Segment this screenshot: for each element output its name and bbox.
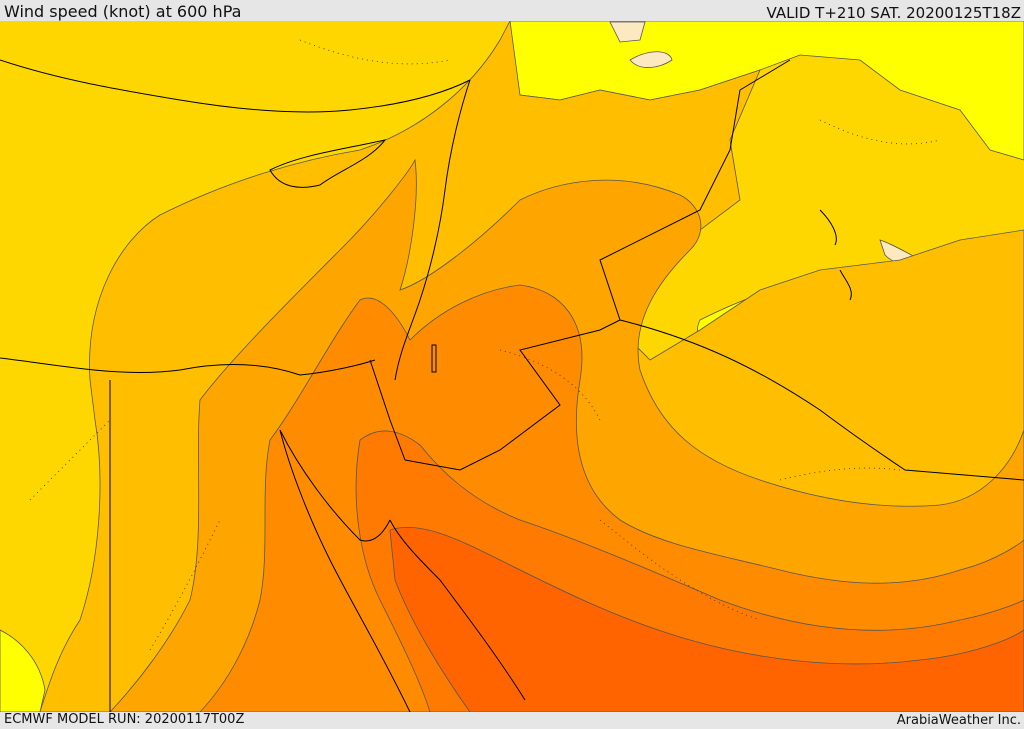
dotted-contours — [29, 39, 941, 651]
coastlines-borders — [0, 59, 1024, 712]
model-run: ECMWF MODEL RUN: 20200117T00Z — [4, 712, 245, 727]
weather-map — [0, 21, 1024, 712]
wind-speed-map — [0, 21, 1024, 712]
band-lowest-2 — [609, 21, 646, 43]
footer-bar: ECMWF MODEL RUN: 20200117T00Z ArabiaWeat… — [0, 712, 1024, 729]
valid-time: VALID T+210 SAT. 20200125T18Z — [766, 4, 1021, 22]
band-lowest-3 — [629, 51, 673, 68]
map-title: Wind speed (knot) at 600 hPa — [4, 2, 242, 21]
header-bar: Wind speed (knot) at 600 hPa VALID T+210… — [0, 0, 1024, 22]
band-low-west — [0, 629, 46, 712]
credit: ArabiaWeather Inc. — [896, 713, 1021, 728]
band-strongest — [389, 526, 1024, 712]
